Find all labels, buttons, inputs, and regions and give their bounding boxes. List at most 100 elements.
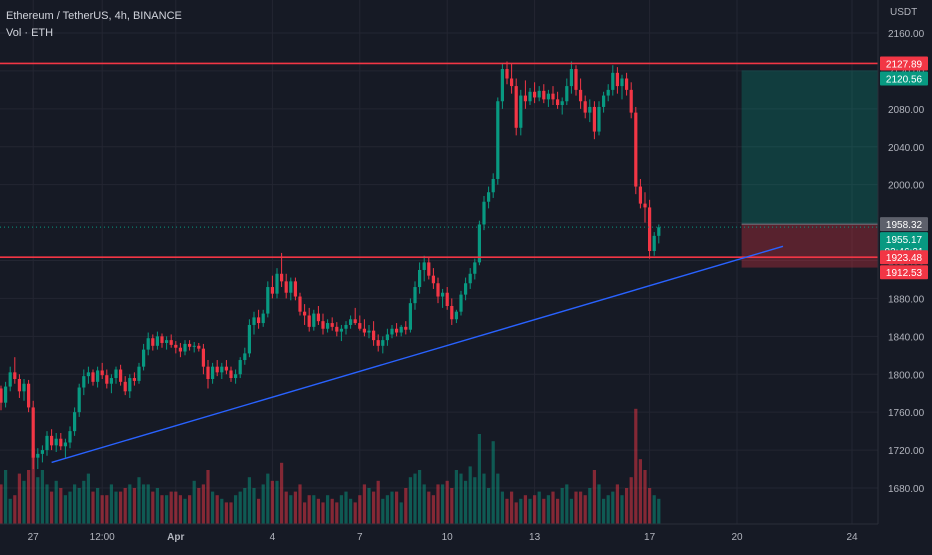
volume-bar — [197, 488, 201, 524]
candle-body — [537, 90, 541, 98]
candle-body — [229, 370, 233, 379]
candle-body — [17, 378, 21, 392]
candle-body — [565, 86, 569, 102]
volume-bar — [436, 484, 440, 524]
time-tick-label: 4 — [270, 532, 276, 543]
volume-bar — [91, 491, 95, 524]
volume-bar — [293, 491, 297, 524]
candle-body — [293, 281, 297, 297]
volume-bar — [280, 462, 284, 524]
volume-bar — [316, 498, 320, 524]
volume-bar — [487, 488, 491, 524]
candle-body — [533, 91, 537, 98]
currency-label: USDT — [890, 7, 917, 18]
candle-body — [588, 106, 592, 113]
volume-bar — [533, 495, 537, 524]
candlesticks — [0, 61, 661, 470]
volume-bar — [142, 484, 146, 524]
candle-body — [151, 338, 155, 346]
volume-bar — [335, 502, 339, 524]
volume-bar — [454, 470, 458, 524]
volume-bar — [109, 484, 113, 524]
candle-body — [615, 72, 619, 87]
candle-body — [413, 287, 417, 304]
volume-bar — [450, 488, 454, 524]
price-tick-label: 2080.00 — [888, 105, 925, 116]
volume-bar — [339, 495, 343, 524]
candle-body — [611, 72, 615, 90]
volume-bar — [266, 473, 270, 524]
candle-body — [418, 269, 422, 288]
candle-body — [634, 112, 638, 187]
candle-body — [546, 93, 550, 100]
candle-body — [602, 95, 606, 107]
volume-bar — [606, 495, 610, 524]
volume-bar — [321, 502, 325, 524]
volume-bar — [275, 480, 279, 524]
candle-body — [36, 453, 40, 458]
volume-bar — [82, 480, 86, 524]
volume-bar — [546, 495, 550, 524]
price-tick-label: 1840.00 — [888, 332, 925, 343]
candle-body — [54, 438, 58, 446]
volume-bar — [523, 495, 527, 524]
volume-bar — [390, 491, 394, 524]
candle-body — [625, 78, 629, 90]
candle-body — [13, 372, 17, 379]
volume-bar — [270, 480, 274, 524]
candle-body — [289, 281, 293, 293]
volume-bar — [404, 488, 408, 524]
volume-bar — [201, 484, 205, 524]
volume-bar — [59, 488, 63, 524]
volume-bar — [376, 480, 380, 524]
time-tick-label: 24 — [846, 532, 858, 543]
candle-body — [316, 313, 320, 322]
candle-body — [234, 374, 238, 379]
volume-bar — [174, 491, 178, 524]
candle-body — [620, 78, 624, 87]
candle-body — [303, 311, 307, 316]
volume-bar — [611, 491, 615, 524]
candle-body — [45, 435, 49, 451]
candle-body — [114, 369, 118, 379]
volume-bar — [569, 498, 573, 524]
volume-bar — [445, 480, 449, 524]
volume-bar — [588, 488, 592, 524]
volume-bar — [468, 466, 472, 524]
price-label-value: 1955.17 — [886, 235, 923, 246]
volume-bar — [160, 495, 164, 524]
candle-body — [353, 319, 357, 324]
candle-body — [542, 90, 546, 100]
candle-body — [367, 330, 371, 333]
volume-bar — [358, 495, 362, 524]
candle-body — [261, 313, 265, 324]
candle-body — [376, 340, 380, 346]
volume-bar — [298, 484, 302, 524]
volume-bar — [252, 488, 256, 524]
drawings[interactable] — [0, 62, 878, 464]
candle-body — [491, 178, 495, 193]
candle-body — [464, 283, 468, 295]
price-tick-label: 1800.00 — [888, 370, 925, 381]
candle-body — [339, 328, 343, 332]
candle-body — [404, 326, 408, 330]
volume-bar — [372, 491, 376, 524]
volume-bar — [505, 498, 509, 524]
candle-body — [169, 340, 173, 345]
volume-bar — [36, 477, 40, 524]
candle-body — [551, 93, 555, 100]
candle-body — [362, 328, 366, 333]
candle-body — [4, 386, 8, 403]
candle-body — [137, 366, 141, 381]
candle-body — [385, 334, 389, 341]
candle-body — [638, 186, 642, 204]
volume-bar — [408, 477, 412, 524]
candle-body — [473, 262, 477, 274]
price-tick-label: 2000.00 — [888, 181, 925, 192]
price-label-badge — [880, 250, 928, 265]
volume-bar — [54, 480, 58, 524]
volume-bar — [234, 495, 238, 524]
